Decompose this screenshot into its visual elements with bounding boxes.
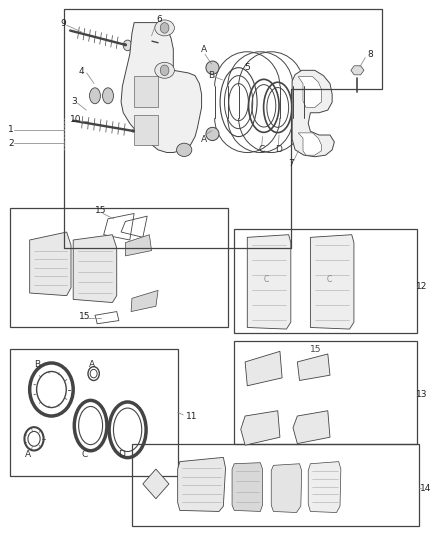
Polygon shape: [271, 464, 302, 513]
Polygon shape: [245, 351, 282, 386]
Text: 15: 15: [95, 206, 106, 215]
Polygon shape: [30, 232, 71, 296]
Polygon shape: [232, 463, 262, 512]
Text: A: A: [201, 135, 207, 144]
Text: 9: 9: [60, 19, 66, 28]
Text: C: C: [264, 275, 269, 284]
Polygon shape: [292, 70, 334, 157]
Text: B: B: [34, 360, 40, 369]
Polygon shape: [351, 66, 364, 75]
Polygon shape: [308, 462, 341, 513]
Text: 3: 3: [71, 96, 77, 106]
Text: 15: 15: [311, 345, 322, 354]
Polygon shape: [298, 77, 321, 108]
Text: 11: 11: [186, 411, 198, 421]
Circle shape: [160, 22, 169, 33]
Bar: [234, 341, 417, 444]
Ellipse shape: [155, 20, 174, 36]
Polygon shape: [143, 469, 169, 499]
Text: B: B: [208, 71, 214, 80]
Text: A: A: [25, 450, 32, 459]
Text: D: D: [118, 450, 125, 459]
Text: 6: 6: [156, 15, 162, 25]
Text: 12: 12: [416, 282, 427, 291]
Polygon shape: [241, 411, 280, 445]
Text: 2: 2: [8, 139, 14, 148]
Polygon shape: [121, 22, 201, 152]
Bar: [132, 444, 419, 526]
Circle shape: [160, 65, 169, 76]
Polygon shape: [131, 290, 158, 312]
Ellipse shape: [89, 88, 100, 104]
Text: 10: 10: [70, 115, 81, 124]
Text: 1: 1: [8, 125, 14, 134]
Bar: [234, 229, 417, 333]
Bar: [10, 208, 228, 327]
Ellipse shape: [177, 143, 192, 157]
Polygon shape: [311, 235, 354, 329]
Polygon shape: [298, 133, 321, 155]
Bar: [134, 115, 158, 144]
Text: 13: 13: [416, 390, 427, 399]
Text: 14: 14: [420, 483, 431, 492]
Ellipse shape: [102, 88, 113, 104]
Polygon shape: [247, 235, 291, 329]
Text: 7: 7: [289, 159, 294, 167]
Text: C: C: [82, 450, 88, 459]
Text: C: C: [327, 275, 332, 284]
Polygon shape: [293, 411, 330, 443]
Text: A: A: [201, 45, 207, 54]
Polygon shape: [297, 354, 330, 381]
Bar: [134, 76, 158, 108]
Circle shape: [123, 40, 132, 51]
Bar: [10, 349, 178, 476]
Ellipse shape: [155, 62, 174, 78]
Text: D: D: [275, 146, 282, 155]
Text: 4: 4: [79, 67, 85, 76]
Text: C: C: [258, 146, 265, 155]
Polygon shape: [125, 235, 152, 256]
Polygon shape: [73, 235, 117, 303]
Text: 5: 5: [244, 63, 250, 72]
Ellipse shape: [206, 127, 219, 141]
Circle shape: [142, 35, 152, 47]
Text: 15: 15: [79, 312, 90, 321]
Text: A: A: [88, 360, 95, 369]
Text: 8: 8: [367, 50, 373, 59]
Ellipse shape: [206, 61, 219, 74]
Polygon shape: [178, 457, 226, 512]
